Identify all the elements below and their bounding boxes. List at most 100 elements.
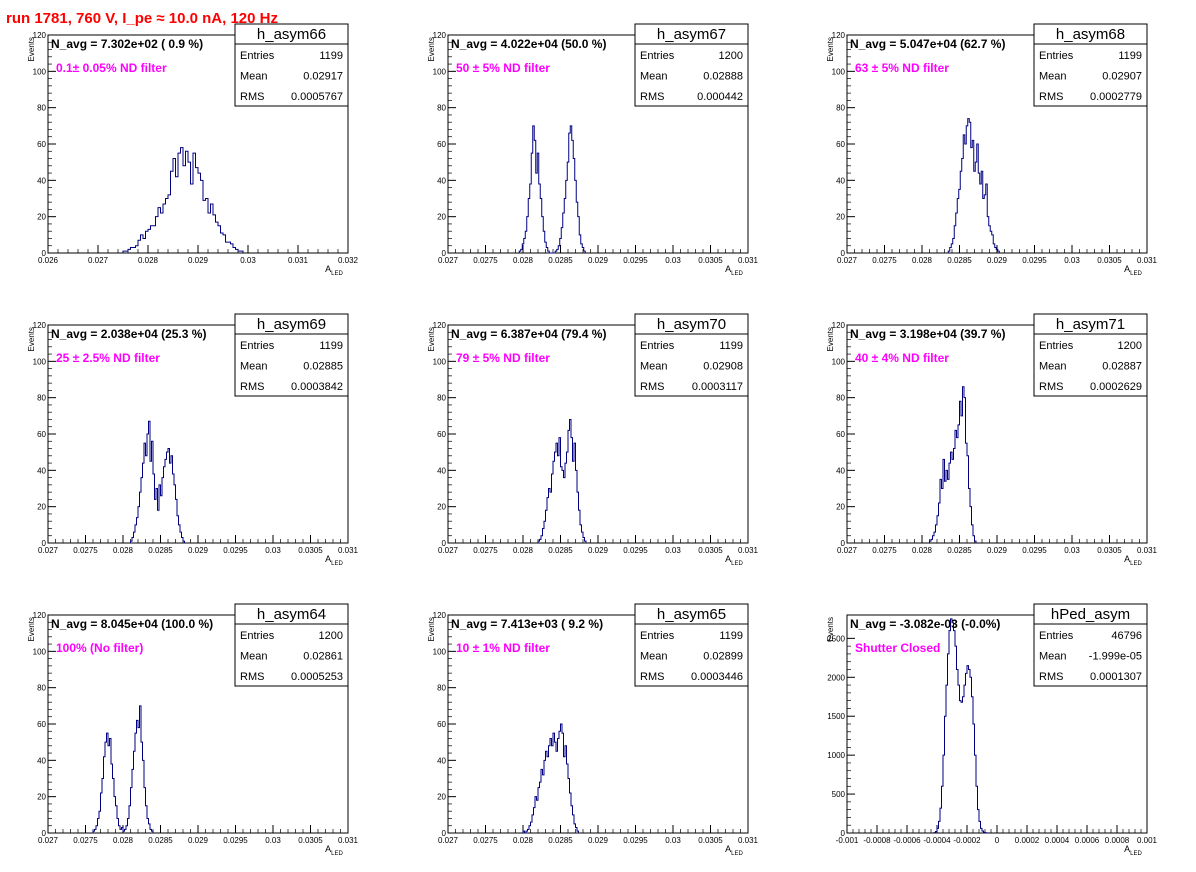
y-tick-label: 120 [33, 611, 47, 620]
histogram-series [122, 147, 244, 253]
x-tick-label: 0.027 [837, 256, 858, 265]
stats-box [634, 313, 749, 397]
x-axis-title: ALED [325, 264, 343, 277]
y-tick-label: 60 [437, 720, 446, 729]
stats-key: Mean [240, 361, 268, 373]
y-tick-label: 60 [836, 430, 845, 439]
y-tick-label: 60 [37, 430, 46, 439]
x-tick-label: 0.029 [588, 836, 609, 845]
x-axis-title: ALED [1124, 844, 1142, 857]
x-tick-label: 0.03 [265, 546, 281, 555]
y-tick-label: 20 [37, 213, 46, 222]
y-tick-label: 120 [433, 611, 447, 620]
navg-label: N_avg = 2.038e+04 (25.3 %) [51, 327, 206, 341]
x-tick-label: 0.0002 [1015, 836, 1040, 845]
x-tick-label: 0 [995, 836, 1000, 845]
x-tick-label: 0.031 [338, 836, 359, 845]
y-axis-title: Events [826, 617, 835, 641]
navg-label: N_avg = 3.198e+04 (39.7 %) [850, 327, 1005, 341]
y-tick-label: 40 [37, 176, 46, 185]
x-tick-label: 0.0004 [1045, 836, 1070, 845]
x-tick-label: 0.0305 [298, 546, 323, 555]
stats-value: 0.02908 [703, 361, 743, 373]
y-tick-label: 40 [37, 756, 46, 765]
y-tick-label: 80 [37, 394, 46, 403]
filter-label: 40 ± 4% ND filter [855, 351, 949, 365]
x-tick-label: 0.029 [588, 546, 609, 555]
stats-value: 0.02907 [1102, 71, 1142, 83]
stats-value: 1200 [1118, 340, 1142, 352]
stats-key: Entries [1039, 50, 1074, 62]
x-tick-label: 0.029 [188, 836, 209, 845]
y-tick-label: 500 [832, 790, 846, 799]
stats-key: Entries [1039, 340, 1074, 352]
y-tick-label: 20 [437, 213, 446, 222]
x-tick-label: 0.028 [113, 836, 134, 845]
x-tick-label: 0.0305 [698, 256, 723, 265]
stats-value: 0.0003446 [691, 671, 743, 683]
x-tick-label: -0.001 [836, 836, 859, 845]
x-tick-label: 0.026 [38, 256, 59, 265]
navg-label: N_avg = -3.082e-03 (-0.0%) [850, 617, 1000, 631]
x-tick-label: 0.027 [438, 836, 459, 845]
histogram-series [92, 705, 154, 833]
x-tick-label: 0.0285 [548, 256, 573, 265]
stats-key: Mean [240, 651, 268, 663]
stats-value: 0.02917 [303, 71, 343, 83]
x-tick-label: 0.028 [912, 546, 933, 555]
x-tick-label: 0.03 [1064, 256, 1080, 265]
stats-value: 0.0002779 [1090, 91, 1142, 103]
x-tick-label: 0.027 [38, 546, 59, 555]
x-tick-label: 0.031 [738, 256, 759, 265]
y-tick-label: 60 [437, 140, 446, 149]
y-tick-label: 0 [42, 829, 47, 838]
histogram-series [537, 418, 587, 543]
filter-label: 100% (No filter) [56, 641, 143, 655]
x-tick-label: 0.0285 [947, 546, 972, 555]
x-tick-label: 0.0285 [148, 546, 173, 555]
y-tick-label: 100 [832, 357, 846, 366]
x-tick-label: 0.0305 [698, 546, 723, 555]
y-tick-label: 0 [442, 829, 447, 838]
main-title: run 1781, 760 V, I_pe ≈ 10.0 nA, 120 Hz [6, 10, 278, 27]
y-tick-label: 20 [37, 793, 46, 802]
stats-title: h_asym65 [657, 606, 726, 623]
x-tick-label: 0.03 [665, 256, 681, 265]
stats-title: h_asym70 [657, 316, 726, 333]
y-tick-label: 20 [437, 503, 446, 512]
filter-label: 50 ± 5% ND filter [456, 61, 550, 75]
stats-key: Entries [240, 340, 275, 352]
stats-box [1033, 603, 1148, 687]
stats-value: 46796 [1111, 630, 1142, 642]
y-tick-label: 100 [433, 647, 447, 656]
y-tick-label: 20 [37, 503, 46, 512]
y-axis-title: Events [427, 327, 436, 351]
stats-value: 0.0001307 [1090, 671, 1142, 683]
y-tick-label: 20 [437, 793, 446, 802]
stats-title: h_asym68 [1056, 26, 1125, 43]
y-tick-label: 100 [832, 67, 846, 76]
stats-key: Mean [640, 651, 668, 663]
histogram-panel-h_asym64: 0 20 40 60 80 100 120 0.027 0.0275 0.028 0.0285 0.0… [27, 603, 359, 857]
x-tick-label: 0.0295 [223, 836, 248, 845]
y-tick-label: 40 [437, 176, 446, 185]
x-tick-label: 0.0275 [872, 546, 897, 555]
y-tick-label: 120 [832, 321, 846, 330]
x-tick-label: 0.001 [1137, 836, 1158, 845]
x-tick-label: 0.031 [1137, 546, 1158, 555]
stats-value: 1200 [319, 630, 343, 642]
x-tick-label: 0.0295 [223, 546, 248, 555]
stats-key: RMS [1039, 671, 1063, 683]
x-tick-label: 0.032 [338, 256, 359, 265]
y-tick-label: 0 [42, 249, 47, 258]
x-tick-label: 0.0305 [298, 836, 323, 845]
histogram-series [518, 125, 586, 254]
stats-key: Entries [640, 630, 675, 642]
histogram-panel-h_asym67: 0 20 40 60 80 100 120 0.027 0.0275 0.028 0.0285 0.0… [427, 23, 759, 277]
x-tick-label: 0.0008 [1105, 836, 1130, 845]
stats-key: Mean [640, 361, 668, 373]
stats-key: Entries [640, 340, 675, 352]
stats-key: RMS [640, 91, 664, 103]
filter-label: 79 ± 5% ND filter [456, 351, 550, 365]
x-tick-label: 0.03 [240, 256, 256, 265]
